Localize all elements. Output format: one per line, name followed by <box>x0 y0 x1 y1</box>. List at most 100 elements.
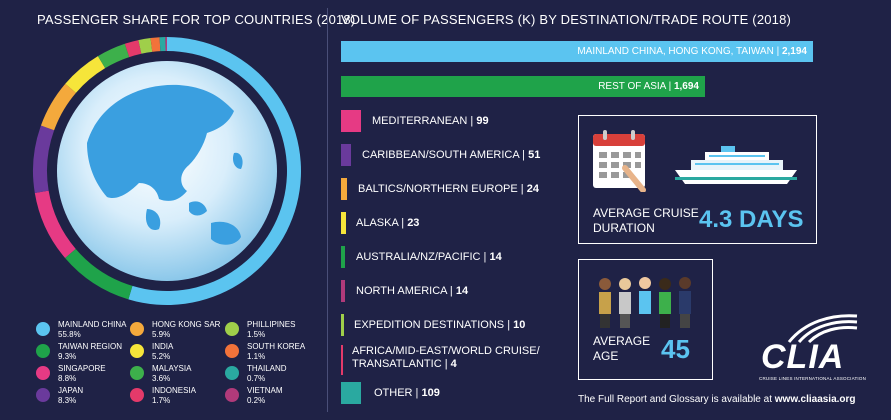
legend-swatch <box>225 366 239 380</box>
legend-value: 8.8% <box>58 374 77 383</box>
donut-slice-singapore <box>34 190 76 258</box>
donut-slice-indonesia <box>124 40 142 58</box>
legend-name: SINGAPORE <box>58 364 106 373</box>
legend-swatch <box>225 322 239 336</box>
cruise-ship-icon <box>675 146 797 184</box>
people-icon <box>599 277 691 328</box>
legend-name: MALAYSIA <box>152 364 192 373</box>
bar-baltics <box>341 178 347 200</box>
bar-value: 4 <box>450 358 457 370</box>
donut-slice-india <box>65 56 106 93</box>
bar-value: 1,694 <box>673 81 699 92</box>
legend-name: INDONESIA <box>152 386 197 395</box>
legend-value: 1.7% <box>152 396 171 405</box>
legend-value: 0.2% <box>247 396 266 405</box>
bar-value: 109 <box>421 387 440 399</box>
legend-swatch <box>36 366 50 380</box>
logo-subtext: CRUISE LINES INTERNATIONAL ASSOCIATION <box>759 376 867 381</box>
bar-australia <box>341 246 345 268</box>
average-age-box: AVERAGE AGE 45 <box>578 259 713 380</box>
legend-value: 5.9% <box>152 330 171 339</box>
bar-label: OTHER <box>374 387 413 399</box>
legend-name: VIETNAM <box>247 386 283 395</box>
bar-label: EXPEDITION DESTINATIONS <box>354 319 505 331</box>
bar-rest-of-asia: REST OF ASIA | 1,694 <box>341 76 705 97</box>
legend-value: 8.3% <box>58 396 77 405</box>
donut-slice-vietnam <box>165 37 167 52</box>
legend-name: HONG KONG SAR <box>152 320 221 329</box>
legend-value: 5.2% <box>152 352 171 361</box>
bar-value: 14 <box>455 285 469 297</box>
legend-name: MAINLAND CHINA <box>58 320 127 329</box>
donut-slice-taiwan-region <box>65 248 133 300</box>
logo-text: CLIA <box>761 338 845 376</box>
bar-value: 14 <box>489 251 502 263</box>
passenger-share-donut-chart <box>33 37 302 305</box>
legend-name: TAIWAN REGION <box>58 342 122 351</box>
legend-value: 55.8% <box>58 330 81 339</box>
legend-name: SOUTH KOREA <box>247 342 306 351</box>
globe-landmass <box>87 84 243 245</box>
footer-link[interactable]: www.cliaasia.org <box>774 394 856 405</box>
legend-value: 9.3% <box>58 352 77 361</box>
legend-value: 0.7% <box>247 374 266 383</box>
clia-logo: CLIA CRUISE LINES INTERNATIONAL ASSOCIAT… <box>745 312 875 384</box>
legend-name: INDIA <box>152 342 174 351</box>
bar-value: 51 <box>528 149 541 161</box>
donut-slice-malaysia <box>97 43 130 69</box>
bar-value: 24 <box>526 183 539 195</box>
panel-divider <box>327 8 328 412</box>
donut-slice-japan <box>33 125 55 193</box>
bar-north-america <box>341 280 345 302</box>
legend-name: JAPAN <box>58 386 84 395</box>
average-age-value: 45 <box>661 334 690 364</box>
label-line: AVERAGE CRUISE <box>593 206 699 220</box>
donut-slice-hong-kong-sar <box>40 83 76 131</box>
bar-label: REST OF ASIA <box>598 81 666 92</box>
legend-swatch <box>225 344 239 358</box>
bar-mediterranean <box>341 110 361 132</box>
legend-swatch <box>36 388 50 402</box>
bar-value: 10 <box>513 319 526 331</box>
bar-other <box>341 382 361 404</box>
left-heading: PASSENGER SHARE FOR TOP COUNTRIES (2018) <box>37 12 356 27</box>
label-line: DURATION <box>593 221 655 235</box>
bar-label: ALASKA <box>356 217 399 229</box>
footer-text: The Full Report and Glossary is availabl… <box>578 394 772 405</box>
bar-caribbean <box>341 144 351 166</box>
donut-slice-thailand <box>159 37 166 52</box>
legend-swatch <box>130 344 144 358</box>
legend-swatch <box>130 388 144 402</box>
bar-expedition <box>341 314 344 336</box>
legend-value: 3.6% <box>152 374 171 383</box>
cruise-duration-box: AVERAGE CRUISE DURATION 4.3 DAYS <box>578 115 817 244</box>
bar-label: AUSTRALIA/NZ/PACIFIC <box>356 251 481 263</box>
legend-value: 1.1% <box>247 352 266 361</box>
bar-africa <box>341 345 343 375</box>
legend-value: 1.5% <box>247 330 266 339</box>
footer: The Full Report and Glossary is availabl… <box>578 394 856 405</box>
cruise-duration-label: AVERAGE CRUISE DURATION <box>593 206 699 236</box>
bar-label: NORTH AMERICA <box>356 285 447 297</box>
bar-label: CARIBBEAN/SOUTH AMERICA <box>362 149 520 161</box>
bar-label: BALTICS/NORTHERN EUROPE <box>358 183 518 195</box>
legend-swatch <box>36 322 50 336</box>
bar-value: 2,194 <box>781 46 807 57</box>
donut-slice-phillipines <box>138 38 153 54</box>
ship-swoosh-icon <box>787 314 858 344</box>
bar-label: MAINLAND CHINA, HONG KONG, TAIWAN <box>577 46 774 57</box>
label-line: AVERAGE <box>593 334 651 348</box>
bar-label: MEDITERRANEAN <box>372 115 468 127</box>
legend-name: PHILLIPINES <box>247 320 296 329</box>
legend-swatch <box>36 344 50 358</box>
legend-name: THAILAND <box>247 364 287 373</box>
bar-mainland-china-hk-taiwan: MAINLAND CHINA, HONG KONG, TAIWAN | 2,19… <box>341 41 813 62</box>
cruise-duration-value: 4.3 DAYS <box>699 206 804 233</box>
legend-swatch <box>225 388 239 402</box>
bar-alaska <box>341 212 346 234</box>
legend-swatch <box>130 322 144 336</box>
right-heading: VOLUME OF PASSENGERS (K) BY DESTINATION/… <box>341 12 792 27</box>
bar-label: AFRICA/MID-EAST/WORLD CRUISE/ TRANSATLAN… <box>352 345 540 370</box>
label-line: AGE <box>593 349 619 363</box>
average-age-label: AVERAGE AGE <box>593 334 650 364</box>
